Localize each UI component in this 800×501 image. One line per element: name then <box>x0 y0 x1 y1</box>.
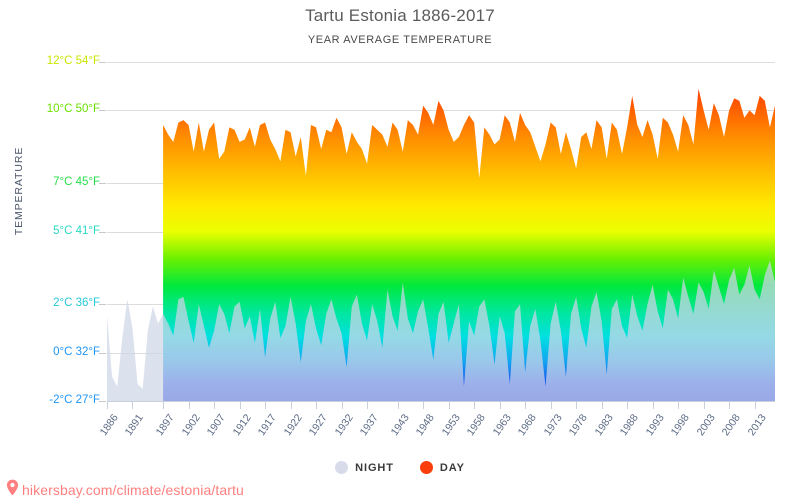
x-tick-mark <box>290 402 292 409</box>
x-tick-label: 1927 <box>306 412 330 439</box>
x-tick-label: 1993 <box>643 412 667 439</box>
temperature-area-svg <box>107 86 775 401</box>
x-tick-label: 2003 <box>694 412 718 439</box>
x-tick-mark <box>341 402 343 409</box>
x-tick-label: 1953 <box>439 412 463 439</box>
x-tick-mark <box>448 402 450 409</box>
x-tick-mark <box>550 402 552 409</box>
x-tick-label: 1983 <box>592 412 616 439</box>
x-tick-label: 1917 <box>255 412 279 439</box>
x-tick-label: 2013 <box>745 412 769 439</box>
x-tick-label: 1922 <box>281 412 305 439</box>
x-tick-label: 1897 <box>153 412 177 439</box>
x-axis-line <box>107 401 775 402</box>
x-tick-mark <box>499 402 501 409</box>
chart-subtitle: YEAR AVERAGE TEMPERATURE <box>307 34 493 46</box>
y-tick-mark <box>99 401 106 402</box>
x-tick-label: 1932 <box>332 412 356 439</box>
location-pin-icon <box>6 479 19 501</box>
y-tick-mark <box>99 304 106 306</box>
x-tick-mark <box>397 402 399 409</box>
x-tick-mark <box>214 402 216 409</box>
x-tick-label: 1902 <box>179 412 203 439</box>
x-tick-label: 1958 <box>464 412 488 439</box>
series-canvas <box>107 62 775 401</box>
night-series-fill <box>107 260 775 401</box>
page-title: Tartu Estonia 1886-2017 <box>305 6 495 25</box>
y-tick-label: 12°C 54°F <box>46 55 100 67</box>
x-tick-mark <box>239 402 241 409</box>
x-tick-label: 1968 <box>515 412 539 439</box>
legend-item-night[interactable]: NIGHT <box>335 461 394 474</box>
x-tick-label: 1886 <box>97 412 121 439</box>
x-tick-label: 1973 <box>541 412 565 439</box>
y-tick-label: 2°C 36°F <box>53 297 100 310</box>
day-dot-icon <box>419 461 433 474</box>
y-tick-mark <box>99 352 106 354</box>
x-tick-label: 1998 <box>668 412 692 439</box>
x-tick-label: 1912 <box>230 412 254 439</box>
source-url-text: hikersbay.com/climate/estonia/tartu <box>22 482 244 498</box>
x-tick-label: 1891 <box>123 412 147 439</box>
x-tick-mark <box>678 402 680 409</box>
x-tick-mark <box>265 402 267 409</box>
x-tick-mark <box>367 402 369 409</box>
x-tick-mark <box>316 402 318 409</box>
x-tick-label: 1948 <box>413 412 437 439</box>
x-tick-mark <box>652 402 654 409</box>
x-tick-mark <box>107 402 108 409</box>
x-tick-mark <box>754 402 756 409</box>
x-tick-mark <box>525 402 527 409</box>
source-watermark[interactable]: hikersbay.com/climate/estonia/tartu <box>6 479 244 501</box>
x-tick-mark <box>132 402 134 409</box>
chart-legend: NIGHT DAY <box>0 461 800 474</box>
y-tick-label: 5°C 41°F <box>53 224 100 237</box>
x-tick-mark <box>601 402 603 409</box>
x-tick-label: 1963 <box>490 412 514 439</box>
x-tick-mark <box>729 402 731 409</box>
legend-label-day: DAY <box>439 461 465 474</box>
x-tick-mark <box>423 402 425 409</box>
x-tick-label: 1943 <box>388 412 412 439</box>
y-tick-label: 0°C 32°F <box>53 345 100 358</box>
y-tick-mark <box>99 110 106 112</box>
y-tick-mark <box>99 231 106 233</box>
y-tick-mark <box>99 62 106 63</box>
x-tick-label: 1988 <box>617 412 641 439</box>
x-tick-mark <box>627 402 629 409</box>
x-tick-mark <box>188 402 190 409</box>
x-tick-mark <box>703 402 705 409</box>
y-tick-mark <box>99 183 106 185</box>
y-tick-label: 10°C 50°F <box>46 103 100 116</box>
y-tick-label: 7°C 45°F <box>53 176 100 189</box>
legend-label-night: NIGHT <box>355 461 394 474</box>
x-tick-label: 1978 <box>566 412 590 439</box>
night-dot-icon <box>335 461 349 474</box>
x-tick-mark <box>163 402 165 409</box>
plot-area <box>107 62 775 402</box>
x-tick-mark <box>474 402 476 409</box>
x-tick-label: 2008 <box>719 412 743 439</box>
gridline <box>107 62 775 63</box>
y-tick-label: -2°C 27°F <box>49 394 100 406</box>
legend-item-day[interactable]: DAY <box>419 461 465 474</box>
x-tick-label: 1907 <box>204 412 228 439</box>
x-tick-label: 1937 <box>357 412 381 439</box>
x-tick-mark <box>576 402 578 409</box>
